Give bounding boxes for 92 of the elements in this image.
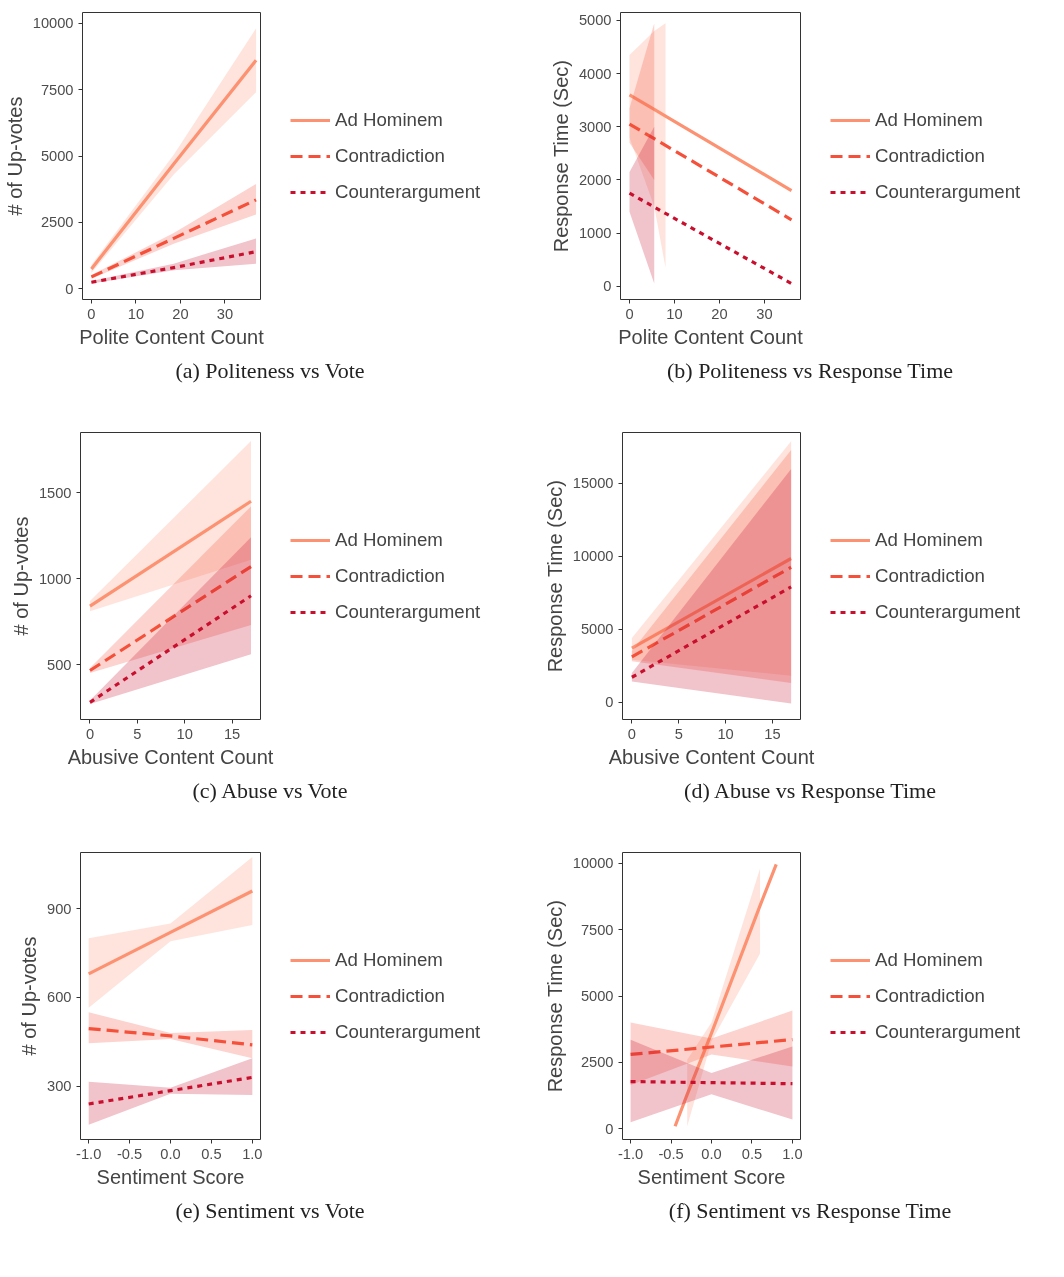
y-tick-label: 10000 bbox=[32, 15, 74, 32]
x-axis-title: Abusive Content Count bbox=[608, 745, 815, 768]
x-tick-label: 30 bbox=[216, 305, 234, 322]
x-tick-label: -1.0 bbox=[76, 1145, 102, 1162]
legend-label: Ad Hominem bbox=[875, 108, 983, 131]
y-tick-label: 1000 bbox=[578, 225, 612, 242]
x-tick-label: 5 bbox=[674, 725, 683, 742]
x-tick-label: 0 bbox=[87, 305, 96, 322]
x-tick-label: 20 bbox=[172, 305, 189, 322]
x-tick-label: 5 bbox=[133, 725, 142, 742]
line-series bbox=[627, 122, 794, 222]
line-series bbox=[627, 191, 794, 286]
legend-label: Counterargument bbox=[335, 180, 481, 203]
y-tick-label: 1500 bbox=[38, 484, 72, 501]
legend-label: Counterargument bbox=[875, 600, 1021, 623]
legend-label: Counterargument bbox=[875, 180, 1021, 203]
y-tick-label: 0 bbox=[603, 278, 612, 295]
x-axis-title: Sentiment Score bbox=[637, 1165, 786, 1188]
x-tick-label: 0 bbox=[85, 725, 95, 742]
text: (b) Politeness vs Response Time bbox=[666, 357, 954, 385]
legend-label: Contradiction bbox=[335, 984, 445, 1007]
x-tick-label: 10 bbox=[127, 305, 145, 322]
legend-label: Contradiction bbox=[335, 144, 445, 167]
x-tick-label: 15 bbox=[223, 725, 241, 742]
legend-label: Counterargument bbox=[875, 1020, 1021, 1043]
x-tick-label: -0.5 bbox=[116, 1145, 143, 1162]
legend-label: Ad Hominem bbox=[875, 528, 983, 551]
y-axis-title: # of Up-votes bbox=[9, 516, 32, 636]
y-axis-title: # of Up-votes bbox=[18, 936, 41, 1056]
x-axis-title: Polite Content Count bbox=[79, 325, 265, 348]
y-tick-label: 500 bbox=[47, 656, 72, 673]
legend-label: Ad Hominem bbox=[335, 528, 443, 551]
legend-label: Counterargument bbox=[335, 1020, 481, 1043]
x-tick-label: 20 bbox=[711, 305, 728, 322]
text: (e) Sentiment vs Vote bbox=[174, 1197, 366, 1225]
y-tick-label: 900 bbox=[47, 900, 72, 917]
x-tick-label: 10 bbox=[666, 305, 683, 322]
line-series bbox=[673, 862, 778, 1128]
y-tick-label: 4000 bbox=[578, 65, 612, 82]
y-axis-title: Response Time (Sec) bbox=[543, 900, 566, 1093]
legend-label: Contradiction bbox=[875, 984, 985, 1007]
legend-label: Contradiction bbox=[875, 144, 985, 167]
x-tick-label: 30 bbox=[756, 305, 773, 322]
line-series bbox=[627, 93, 794, 193]
y-tick-label: 10000 bbox=[572, 855, 614, 872]
y-tick-label: 5000 bbox=[578, 12, 612, 29]
x-tick-label: 0 bbox=[625, 305, 634, 322]
y-tick-label: 7500 bbox=[580, 921, 614, 938]
x-tick-label: 0 bbox=[627, 725, 636, 742]
y-axis-title: # of Up-votes bbox=[3, 96, 26, 216]
x-tick-label: 0.5 bbox=[201, 1145, 222, 1162]
y-tick-label: 0 bbox=[605, 1120, 614, 1137]
legend-label: Ad Hominem bbox=[335, 108, 443, 131]
x-axis-title: Abusive Content Count bbox=[67, 745, 274, 768]
y-tick-label: 2500 bbox=[580, 1054, 614, 1071]
x-axis-title: Polite Content Count bbox=[618, 325, 804, 348]
y-tick-label: 2000 bbox=[578, 171, 612, 188]
text: (a) Politeness vs Vote bbox=[174, 357, 366, 385]
x-tick-label: 1.0 bbox=[242, 1145, 263, 1162]
x-tick-label: 1.0 bbox=[782, 1145, 803, 1162]
legend-label: Counterargument bbox=[335, 600, 481, 623]
x-tick-label: -1.0 bbox=[617, 1145, 644, 1162]
legend-label: Ad Hominem bbox=[335, 948, 443, 971]
y-tick-label: 15000 bbox=[572, 475, 614, 492]
y-axis-title: Response Time (Sec) bbox=[549, 60, 572, 253]
x-tick-label: 10 bbox=[176, 725, 193, 742]
y-tick-label: 5000 bbox=[580, 621, 614, 638]
x-tick-label: -0.5 bbox=[658, 1145, 684, 1162]
x-tick-label: 0.0 bbox=[701, 1145, 722, 1162]
legend-label: Ad Hominem bbox=[875, 948, 983, 971]
x-axis-title: Sentiment Score bbox=[96, 1165, 245, 1188]
x-tick-label: 10 bbox=[717, 725, 734, 742]
x-tick-label: 0.0 bbox=[160, 1145, 181, 1162]
y-tick-label: 1000 bbox=[38, 570, 72, 587]
y-tick-label: 600 bbox=[47, 989, 72, 1006]
text: (c) Abuse vs Vote bbox=[191, 777, 349, 805]
y-tick-label: 3000 bbox=[578, 118, 612, 135]
y-tick-label: 5000 bbox=[40, 148, 74, 164]
y-tick-label: 0 bbox=[65, 280, 74, 297]
y-tick-label: 2500 bbox=[40, 214, 74, 231]
y-axis-title: Response Time (Sec) bbox=[543, 480, 566, 673]
text: (f) Sentiment vs Response Time bbox=[667, 1197, 953, 1225]
text: (d) Abuse vs Response Time bbox=[683, 777, 937, 805]
y-tick-label: 300 bbox=[47, 1078, 72, 1095]
y-tick-label: 10000 bbox=[572, 548, 614, 565]
legend-label: Contradiction bbox=[335, 564, 445, 587]
y-tick-label: 7500 bbox=[40, 81, 74, 98]
y-tick-label: 5000 bbox=[580, 988, 614, 1004]
x-tick-label: 15 bbox=[764, 725, 781, 742]
x-tick-label: 0.5 bbox=[741, 1145, 763, 1162]
legend-label: Contradiction bbox=[875, 564, 985, 587]
y-tick-label: 0 bbox=[605, 694, 614, 711]
